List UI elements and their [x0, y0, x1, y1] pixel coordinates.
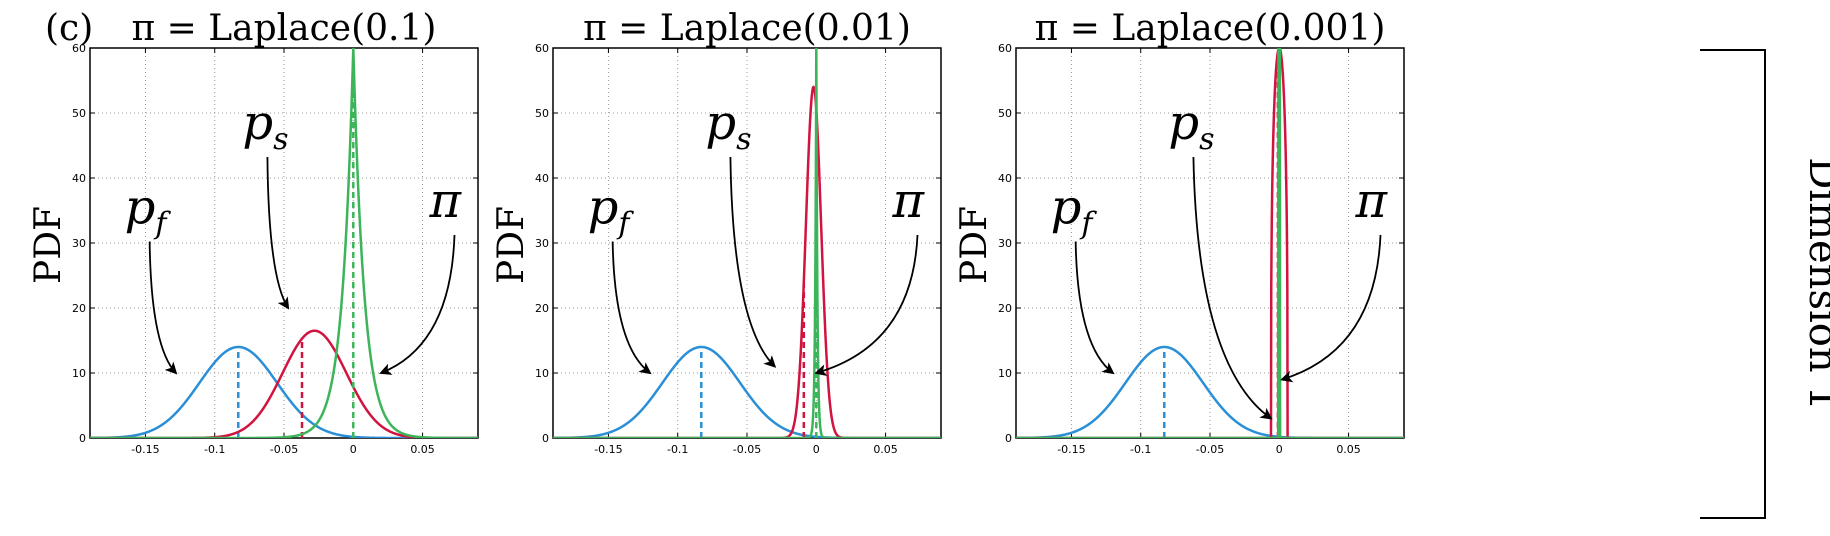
y-tick-label: 40 — [72, 172, 86, 185]
series-group — [553, 48, 941, 438]
y-tick-label: 60 — [72, 42, 86, 55]
annotation-main: p — [705, 95, 736, 151]
plot-frame — [1015, 47, 1405, 439]
x-tick-label: -0.1 — [204, 443, 225, 456]
y-tick-label: 60 — [998, 42, 1012, 55]
series-group — [1016, 48, 1404, 438]
series-p_s-curve — [1016, 48, 1404, 438]
y-tick-label: 10 — [72, 367, 86, 380]
annotation-arrow — [148, 241, 178, 375]
annotation-sub: s — [1199, 122, 1214, 157]
dimension-bracket: Dimension 1 — [1700, 49, 1830, 519]
y-axis-label: PDF — [28, 206, 69, 284]
x-tick-label: 0 — [350, 443, 357, 456]
annotation-label: π — [892, 173, 926, 229]
panel-title: π = Laplace(0.01) — [583, 8, 911, 49]
y-tick-label: 40 — [998, 172, 1012, 185]
x-tick-label: -0.15 — [131, 443, 159, 456]
series-p_f-curve — [90, 345, 478, 438]
x-tick-label: -0.05 — [733, 443, 761, 456]
annotation-sub: f — [616, 207, 634, 242]
panel-2: π = Laplace(0.01) PDF -0.15 -0.1 -0.05 0 0.05 0… — [491, 8, 942, 456]
annotation-arrow — [729, 156, 777, 368]
y-tick-label: 30 — [535, 237, 549, 250]
annotation-label: ps — [1168, 95, 1214, 157]
annotation-main: π — [1355, 173, 1389, 229]
x-tick-label: 0.05 — [1336, 443, 1361, 456]
x-tick-label: -0.1 — [1130, 443, 1151, 456]
y-tick-label: 40 — [535, 172, 549, 185]
y-tick-label: 0 — [79, 432, 86, 445]
annotation-label: pf — [588, 180, 635, 242]
series-group — [90, 48, 478, 438]
y-tick-label: 60 — [535, 42, 549, 55]
y-tick-label: 20 — [72, 302, 86, 315]
annotation-main: p — [125, 180, 156, 236]
series-pi-curve — [90, 48, 478, 438]
annotation-arrow — [266, 156, 290, 310]
annotation-arrow — [1280, 234, 1382, 383]
panel-title: π = Laplace(0.1) — [132, 8, 437, 49]
panel-3: π = Laplace(0.001) PDF -0.15 -0.1 -0.05 0 0.05… — [954, 8, 1405, 456]
y-tick-label: 10 — [535, 367, 549, 380]
y-tick-label: 30 — [72, 237, 86, 250]
series-pi-curve — [553, 48, 941, 438]
panel-1: π = Laplace(0.1) PDF -0.15 -0.1 -0.05 0 0.05 0 1… — [28, 8, 479, 456]
x-tick-label: -0.15 — [1057, 443, 1085, 456]
annotation-sub: s — [273, 122, 288, 157]
series-p_f-curve — [1016, 345, 1404, 438]
annotation-label: pf — [125, 180, 172, 242]
series-p_f-curve — [553, 345, 941, 438]
annotation-main: p — [1168, 95, 1199, 151]
y-tick-label: 50 — [998, 107, 1012, 120]
panel-title: π = Laplace(0.001) — [1035, 8, 1386, 49]
y-tick-label: 10 — [998, 367, 1012, 380]
x-tick-label: -0.15 — [594, 443, 622, 456]
y-tick-label: 20 — [998, 302, 1012, 315]
annotation-sub: f — [1079, 207, 1097, 242]
x-tick-label: 0.05 — [873, 443, 898, 456]
x-tick-label: -0.05 — [270, 443, 298, 456]
y-axis-label: PDF — [954, 206, 995, 284]
x-tick-label: 0.05 — [410, 443, 435, 456]
y-tick-label: 0 — [1005, 432, 1012, 445]
y-axis-label: PDF — [491, 206, 532, 284]
panels: π = Laplace(0.1) PDF -0.15 -0.1 -0.05 0 0.05 0 1… — [28, 8, 1405, 456]
annotation-label: π — [1355, 173, 1389, 229]
annotation-arrow — [379, 234, 456, 375]
x-tick-label: 0 — [1276, 443, 1283, 456]
panel-tag: (c) — [45, 8, 93, 49]
annotation-sub: s — [736, 122, 751, 157]
annotation-label: ps — [242, 95, 288, 157]
bracket-line — [1700, 49, 1766, 519]
annotation-label: π — [429, 173, 463, 229]
y-tick-label: 50 — [72, 107, 86, 120]
plot-frame — [552, 47, 942, 439]
x-tick-label: -0.1 — [667, 443, 688, 456]
y-tick-label: 20 — [535, 302, 549, 315]
side-label: Dimension 1 — [1800, 157, 1830, 411]
y-tick-label: 30 — [998, 237, 1012, 250]
plot-frame — [89, 47, 479, 439]
annotation-arrow — [611, 241, 652, 375]
y-tick-label: 0 — [542, 432, 549, 445]
annotation-main: p — [1051, 180, 1082, 236]
annotation-label: pf — [1051, 180, 1098, 242]
x-tick-label: 0 — [813, 443, 820, 456]
x-tick-label: -0.05 — [1196, 443, 1224, 456]
annotation-sub: f — [153, 207, 171, 242]
annotation-main: π — [429, 173, 463, 229]
y-tick-label: 50 — [535, 107, 549, 120]
annotation-arrow — [814, 234, 919, 377]
annotation-main: π — [892, 173, 926, 229]
annotation-arrow — [1074, 241, 1115, 375]
annotation-label: ps — [705, 95, 751, 157]
annotation-main: p — [588, 180, 619, 236]
annotation-main: p — [242, 95, 273, 151]
annotation-arrow — [1192, 156, 1273, 420]
series-pi-curve — [1016, 48, 1404, 438]
